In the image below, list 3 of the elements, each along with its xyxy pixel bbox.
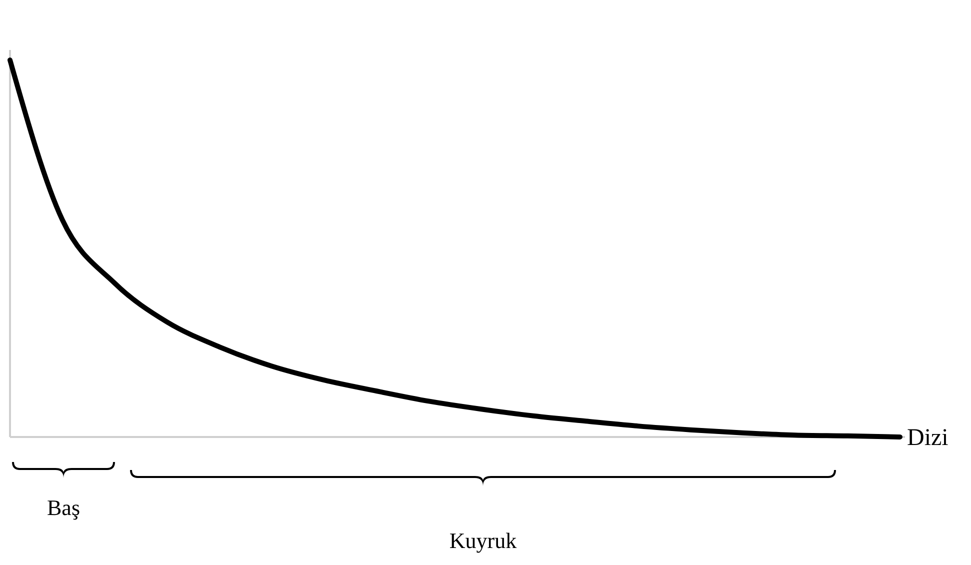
text: Baş <box>47 495 80 520</box>
x-axis-title: Dizi <box>907 425 949 451</box>
text: Kuyruk <box>449 528 517 553</box>
